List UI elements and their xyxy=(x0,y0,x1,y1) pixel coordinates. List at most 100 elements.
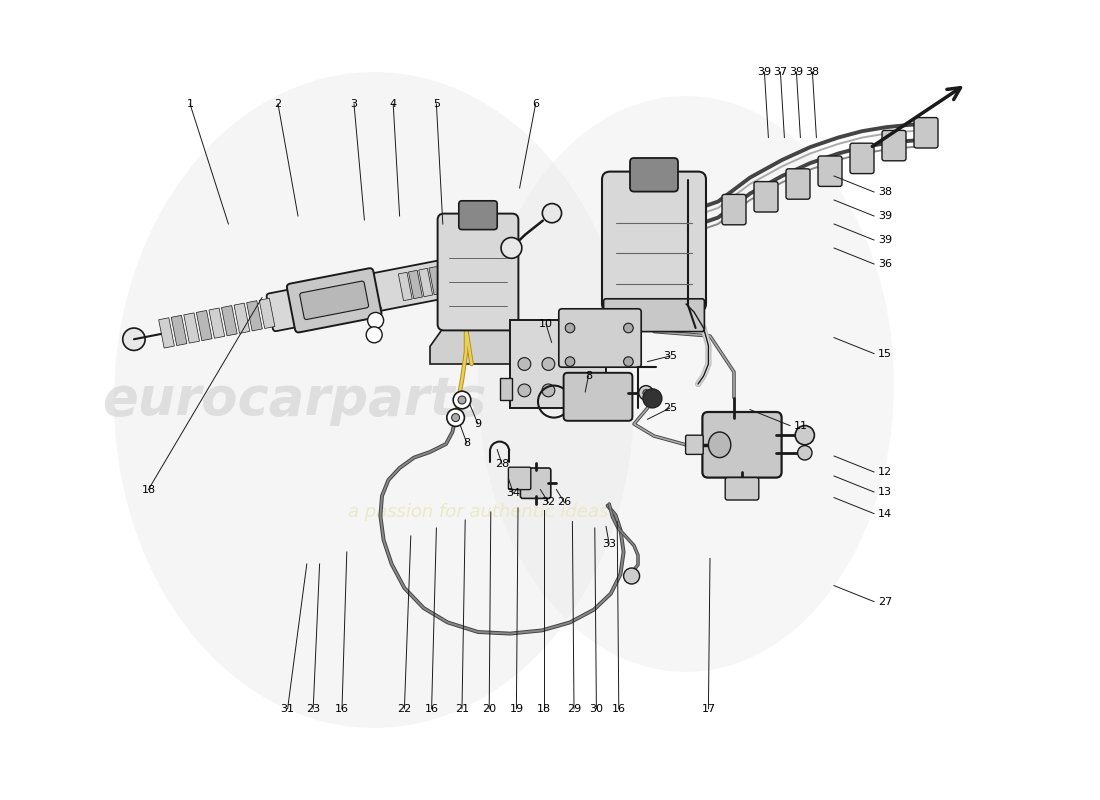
Text: 4: 4 xyxy=(389,99,397,109)
FancyBboxPatch shape xyxy=(602,172,706,312)
Text: 22: 22 xyxy=(397,704,411,714)
Text: 29: 29 xyxy=(566,704,581,714)
FancyBboxPatch shape xyxy=(850,143,875,174)
Text: 20: 20 xyxy=(482,704,496,714)
Text: 9: 9 xyxy=(474,419,482,429)
FancyBboxPatch shape xyxy=(300,281,368,319)
Circle shape xyxy=(452,414,460,422)
Text: 16: 16 xyxy=(612,704,626,714)
Text: 35: 35 xyxy=(663,351,676,361)
Circle shape xyxy=(642,389,662,408)
Circle shape xyxy=(624,568,639,584)
Text: 39: 39 xyxy=(878,211,892,221)
Text: 8: 8 xyxy=(585,371,592,381)
Bar xyxy=(197,310,212,341)
Text: 1: 1 xyxy=(187,99,194,109)
Ellipse shape xyxy=(478,96,894,672)
Circle shape xyxy=(542,384,554,397)
FancyBboxPatch shape xyxy=(520,468,551,498)
FancyBboxPatch shape xyxy=(685,435,703,454)
Text: 28: 28 xyxy=(495,459,509,469)
FancyBboxPatch shape xyxy=(563,373,632,421)
Text: 15: 15 xyxy=(878,349,892,358)
Text: 30: 30 xyxy=(590,704,604,714)
Circle shape xyxy=(367,313,384,329)
Bar xyxy=(604,378,616,400)
Text: 39: 39 xyxy=(757,67,771,77)
FancyBboxPatch shape xyxy=(786,169,810,199)
Text: 33: 33 xyxy=(602,539,616,549)
Circle shape xyxy=(458,396,466,404)
Text: eurocarparts: eurocarparts xyxy=(102,374,486,426)
Text: 16: 16 xyxy=(336,704,349,714)
Text: 38: 38 xyxy=(805,67,820,77)
Text: 5: 5 xyxy=(433,99,440,109)
FancyBboxPatch shape xyxy=(882,130,906,161)
Text: 21: 21 xyxy=(455,704,469,714)
Text: 18: 18 xyxy=(141,485,155,494)
Bar xyxy=(510,320,606,408)
Text: 12: 12 xyxy=(878,467,892,477)
Circle shape xyxy=(798,446,812,460)
Text: 13: 13 xyxy=(878,487,892,497)
Text: 31: 31 xyxy=(280,704,295,714)
Bar xyxy=(500,378,513,400)
FancyBboxPatch shape xyxy=(703,412,782,478)
FancyBboxPatch shape xyxy=(287,268,382,333)
Text: 37: 37 xyxy=(773,67,788,77)
Circle shape xyxy=(500,238,521,258)
Text: 11: 11 xyxy=(794,421,808,430)
Text: 6: 6 xyxy=(532,99,539,109)
FancyBboxPatch shape xyxy=(508,467,531,490)
Circle shape xyxy=(518,358,531,370)
Circle shape xyxy=(542,358,554,370)
Ellipse shape xyxy=(708,432,730,458)
Text: 38: 38 xyxy=(878,187,892,197)
Text: 14: 14 xyxy=(878,509,892,518)
Ellipse shape xyxy=(605,290,703,310)
Circle shape xyxy=(624,323,634,333)
Circle shape xyxy=(366,327,382,343)
FancyBboxPatch shape xyxy=(559,309,641,367)
Text: 8: 8 xyxy=(463,438,471,448)
Text: 39: 39 xyxy=(878,235,892,245)
FancyBboxPatch shape xyxy=(438,214,518,330)
FancyBboxPatch shape xyxy=(725,478,759,500)
Circle shape xyxy=(518,384,531,397)
FancyBboxPatch shape xyxy=(722,194,746,225)
Ellipse shape xyxy=(440,311,516,329)
Text: 27: 27 xyxy=(878,597,892,606)
Circle shape xyxy=(642,390,649,396)
Bar xyxy=(398,272,412,301)
Text: 3: 3 xyxy=(351,99,358,109)
Circle shape xyxy=(795,426,814,445)
Circle shape xyxy=(639,386,653,400)
Bar xyxy=(172,315,187,346)
Bar xyxy=(419,268,432,297)
Text: 16: 16 xyxy=(425,704,439,714)
FancyBboxPatch shape xyxy=(914,118,938,148)
Bar xyxy=(450,262,463,290)
FancyBboxPatch shape xyxy=(604,299,704,332)
Text: 39: 39 xyxy=(790,67,803,77)
Text: 25: 25 xyxy=(663,403,678,413)
FancyBboxPatch shape xyxy=(266,250,499,331)
Polygon shape xyxy=(430,324,526,364)
Text: 36: 36 xyxy=(878,259,892,269)
Text: 34: 34 xyxy=(506,488,520,498)
Bar xyxy=(184,313,199,343)
FancyBboxPatch shape xyxy=(818,156,842,186)
Text: 32: 32 xyxy=(541,498,556,507)
Circle shape xyxy=(624,357,634,366)
Bar xyxy=(246,301,262,331)
Circle shape xyxy=(565,323,575,333)
Ellipse shape xyxy=(114,72,634,728)
Text: 23: 23 xyxy=(306,704,320,714)
FancyBboxPatch shape xyxy=(459,201,497,230)
Text: 26: 26 xyxy=(558,498,572,507)
Text: 2: 2 xyxy=(274,99,282,109)
Text: 10: 10 xyxy=(539,319,553,329)
Text: 19: 19 xyxy=(509,704,524,714)
Bar xyxy=(439,264,453,293)
Circle shape xyxy=(565,357,575,366)
